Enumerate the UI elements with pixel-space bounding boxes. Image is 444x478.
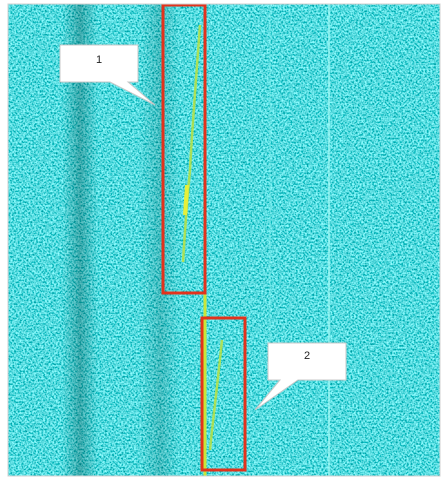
callout-label: 2 bbox=[304, 350, 310, 362]
signal-trace bbox=[185, 185, 187, 215]
callout-label: 1 bbox=[96, 54, 102, 66]
screenshot: 1 2 bbox=[0, 0, 444, 478]
dark-band bbox=[140, 4, 180, 476]
